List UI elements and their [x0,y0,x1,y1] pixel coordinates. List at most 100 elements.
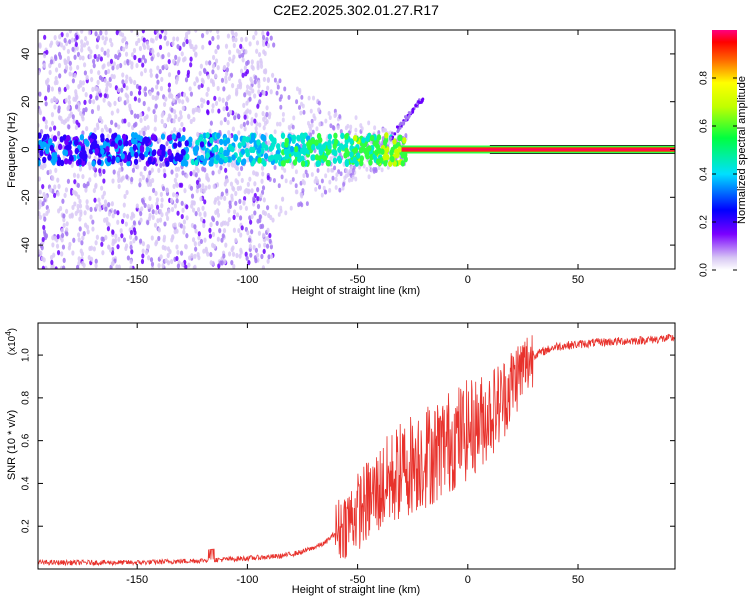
drift-cell [417,100,420,104]
noise-cell [274,204,278,210]
band-cell [352,134,358,142]
noise-cell [142,37,146,43]
noise-cell [118,167,122,173]
noise-cell [126,255,131,261]
noise-cell [235,165,240,172]
noise-cell [76,264,80,269]
noise-cell [38,70,41,76]
noise-cell [117,177,121,184]
noise-cell [188,86,192,92]
noise-cell [333,113,337,119]
noise-cell [60,232,65,239]
noise-cell [121,79,125,85]
noise-cell [64,208,69,214]
colorbar-tick-label: 0.2 [699,215,710,229]
noise-cell [146,44,150,50]
noise-cell [173,109,177,115]
noise-cell [71,250,75,256]
noise-cell [279,208,283,214]
noise-cell [78,198,82,204]
noise-cell [48,69,52,76]
noise-cell [90,108,95,115]
noise-cell [206,99,210,106]
noise-cell [211,81,216,87]
noise-cell [272,178,276,183]
band-cell [216,132,221,139]
noise-cell [181,170,185,176]
band-cell [339,143,344,150]
band-cell [325,149,331,156]
noise-cell [88,53,93,60]
noise-cell [109,247,113,253]
noise-cell [139,117,143,123]
noise-cell [120,87,124,93]
noise-cell [99,92,103,98]
noise-cell [103,77,107,84]
noise-cell [199,216,204,222]
noise-cell [298,90,302,95]
noise-cell [41,265,45,269]
band-cell [383,160,388,167]
noise-cell [49,254,54,261]
noise-cell [273,77,277,83]
noise-cell [110,42,114,48]
band-cell [147,156,152,164]
noise-cell [123,193,127,200]
noise-cell [60,32,64,38]
noise-cell [167,58,171,65]
noise-cell [142,130,146,137]
noise-cell [404,133,408,138]
noise-cell [173,127,177,133]
band-cell [77,158,82,165]
noise-cell [242,102,246,108]
noise-cell [146,124,150,131]
noise-cell [77,194,81,200]
noise-cell [228,109,233,115]
noise-cell [193,81,197,87]
noise-cell [256,65,260,71]
noise-cell [158,208,163,215]
band-cell [194,144,199,152]
band-cell [223,149,228,157]
noise-cell [284,178,288,184]
noise-cell [256,187,260,193]
noise-cell [231,58,235,64]
noise-cell [152,108,156,115]
noise-cell [333,165,337,171]
noise-cell [87,254,91,261]
noise-cell [44,124,49,130]
noise-cell [226,95,230,102]
noise-cell [341,185,345,191]
noise-cell [104,30,108,36]
svg-text:(x104): (x104) [4,328,18,355]
noise-cell [153,126,157,132]
noise-cell [232,42,236,49]
band-cell [300,137,306,145]
noise-cell [62,257,66,263]
noise-cell [103,93,107,99]
noise-cell [139,171,143,177]
noise-cell [208,60,212,66]
noise-cell [271,72,275,78]
noise-cell [150,235,154,241]
noise-cell [184,77,189,83]
noise-cell [246,59,250,65]
noise-cell [89,214,93,220]
noise-cell [199,63,203,69]
noise-cell [162,122,167,129]
band-cell [361,137,366,144]
noise-cell [54,167,58,174]
noise-cell [235,212,240,218]
noise-cell [122,212,126,218]
noise-cell [322,185,326,191]
band-cell [47,154,52,161]
noise-cell [74,191,78,197]
band-cell [145,146,150,153]
noise-cell [283,86,287,92]
noise-cell [232,227,237,233]
noise-cell [157,137,162,143]
noise-cell [126,58,130,65]
band-cell [80,146,86,153]
band-cell [117,139,123,146]
noise-cell [60,227,64,234]
